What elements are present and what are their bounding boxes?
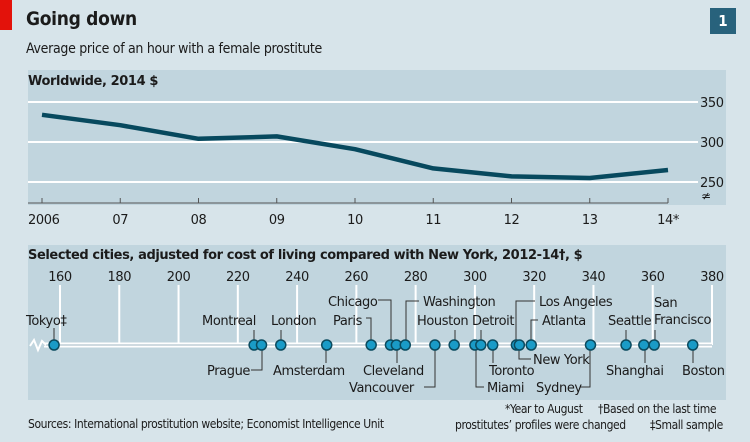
city-label: Shanghai bbox=[606, 364, 664, 379]
x-tick-label: 13 bbox=[582, 213, 598, 228]
brand-red-bar bbox=[0, 0, 12, 30]
city-dot bbox=[275, 339, 287, 351]
city-label: Miami bbox=[487, 381, 524, 396]
leader-line bbox=[424, 345, 436, 388]
city-dot bbox=[255, 339, 268, 351]
x-tick-label: 380 bbox=[700, 270, 724, 285]
x-tick-label: 2006 bbox=[28, 213, 60, 228]
city-label: Seattle bbox=[608, 314, 652, 329]
city-dot bbox=[48, 339, 60, 351]
y-tick-label: 250 bbox=[700, 176, 724, 191]
top-panel bbox=[28, 70, 726, 205]
city-label: Vancouver bbox=[349, 381, 415, 396]
footnote-dagger-cont: prostitutes’ profiles were changed bbox=[455, 418, 626, 432]
top-chart-title: Worldwide, 2014 $ bbox=[28, 74, 158, 89]
x-tick-label: 180 bbox=[107, 270, 131, 285]
x-tick-label: 340 bbox=[582, 270, 606, 285]
x-tick-label: 260 bbox=[345, 270, 369, 285]
leader-line bbox=[530, 319, 538, 345]
city-label: Houston bbox=[417, 314, 468, 329]
city-label: Atlanta bbox=[542, 314, 586, 329]
city-label: Sydney bbox=[536, 381, 582, 396]
leader-line bbox=[405, 300, 419, 345]
x-tick-label: 08 bbox=[191, 213, 207, 228]
city-dot bbox=[320, 339, 333, 351]
city-label: Francisco bbox=[654, 313, 712, 328]
x-tick-label: 200 bbox=[167, 270, 191, 285]
city-label: San bbox=[654, 296, 677, 311]
x-tick-label: 14* bbox=[657, 213, 680, 228]
chart-subtitle: Average price of an hour with a female p… bbox=[26, 41, 323, 57]
chart-title: Going down bbox=[26, 8, 137, 30]
bottom-panel bbox=[28, 245, 726, 400]
footnote-year: *Year to August bbox=[505, 402, 583, 416]
city-dot bbox=[429, 339, 441, 351]
city-dot bbox=[486, 339, 499, 351]
city-dot bbox=[399, 339, 412, 351]
city-dot bbox=[584, 339, 597, 351]
city-label: Cleveland bbox=[363, 364, 424, 379]
city-label: London bbox=[271, 314, 316, 329]
x-tick-label: 240 bbox=[285, 270, 309, 285]
x-tick-label: 09 bbox=[269, 213, 285, 228]
x-tick-label: 300 bbox=[463, 270, 487, 285]
city-label: Detroit bbox=[472, 314, 514, 329]
footnote-double-dagger: ‡Small sample bbox=[650, 418, 723, 432]
city-label: Chicago bbox=[328, 295, 378, 310]
city-label: Amsterdam bbox=[273, 364, 345, 379]
bottom-chart-title: Selected cities, adjusted for cost of li… bbox=[28, 248, 583, 263]
city-label: Paris bbox=[333, 314, 363, 329]
city-label: Toronto bbox=[488, 364, 535, 379]
city-label: Washington bbox=[423, 295, 496, 310]
axis-break-icon bbox=[29, 337, 47, 353]
x-tick-label: 220 bbox=[226, 270, 250, 285]
x-tick-label: 11 bbox=[425, 213, 441, 228]
x-tick-label: 12 bbox=[504, 213, 520, 228]
footnote-dagger: †Based on the last time bbox=[598, 402, 717, 416]
city-dot bbox=[648, 339, 660, 351]
city-dot bbox=[475, 339, 487, 351]
axis-break-icon: ≄ bbox=[701, 189, 711, 203]
x-tick-label: 10 bbox=[347, 213, 363, 228]
x-tick-label: 360 bbox=[641, 270, 665, 285]
chart-number-badge: 1 bbox=[710, 8, 736, 34]
y-tick-label: 300 bbox=[700, 136, 724, 151]
city-label: Boston bbox=[682, 364, 725, 379]
city-dot bbox=[620, 339, 632, 351]
city-dot bbox=[638, 339, 650, 351]
leader-line bbox=[475, 345, 484, 388]
y-tick-label: 350 bbox=[700, 96, 724, 111]
x-tick-label: 320 bbox=[522, 270, 546, 285]
leader-line bbox=[251, 345, 263, 371]
leader-line bbox=[366, 317, 372, 345]
city-dot bbox=[686, 339, 699, 351]
city-dot bbox=[448, 339, 460, 351]
x-tick-label: 280 bbox=[404, 270, 428, 285]
x-tick-label: 160 bbox=[48, 270, 72, 285]
city-label: New York bbox=[533, 353, 590, 368]
leader-line bbox=[515, 300, 535, 345]
leader-line bbox=[580, 345, 591, 388]
city-dot bbox=[513, 339, 526, 351]
city-label: Montreal bbox=[202, 314, 256, 329]
sources-note: Sources: International prostitution webs… bbox=[28, 417, 384, 431]
city-dot bbox=[365, 339, 377, 351]
leader-line bbox=[378, 299, 392, 345]
city-label: Prague bbox=[207, 364, 250, 379]
city-dot bbox=[525, 339, 537, 351]
city-label: Tokyo‡ bbox=[25, 314, 67, 329]
x-tick-label: 07 bbox=[112, 213, 128, 228]
city-label: Los Angeles bbox=[539, 295, 613, 310]
